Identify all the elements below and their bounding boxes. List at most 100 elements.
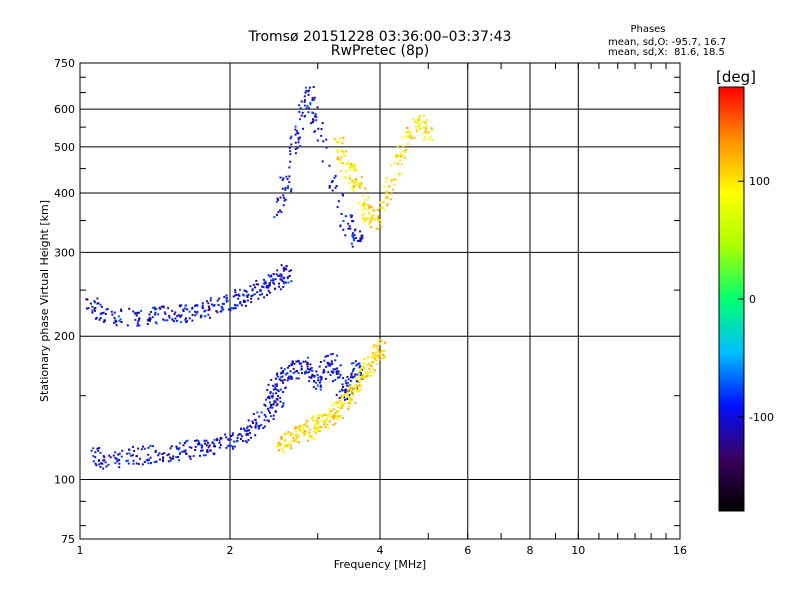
data-point — [418, 125, 420, 128]
data-point — [320, 134, 323, 137]
data-point — [250, 295, 253, 298]
data-point — [162, 306, 165, 309]
y-tick-label: 750 — [54, 57, 75, 70]
data-point — [99, 465, 102, 468]
data-point — [284, 188, 287, 191]
data-point — [347, 381, 349, 384]
data-point — [292, 436, 295, 439]
data-point — [178, 459, 181, 462]
data-point — [184, 449, 187, 452]
data-point — [249, 424, 252, 427]
data-point — [342, 194, 344, 197]
data-point — [96, 302, 99, 305]
data-point — [92, 455, 95, 457]
data-point — [343, 175, 346, 178]
data-point — [315, 431, 317, 434]
data-point — [97, 459, 100, 462]
data-point — [281, 447, 284, 450]
data-point — [422, 138, 425, 141]
data-point — [351, 390, 354, 393]
data-point — [326, 415, 329, 418]
data-point — [249, 285, 252, 288]
data-point — [335, 394, 338, 396]
data-point — [324, 355, 327, 358]
data-point — [85, 298, 88, 301]
data-point — [301, 111, 304, 114]
data-point — [139, 457, 141, 460]
data-point — [268, 420, 270, 423]
data-point — [275, 377, 277, 380]
data-point — [290, 188, 293, 191]
data-point — [267, 284, 270, 287]
data-point — [300, 100, 303, 103]
data-point — [338, 376, 341, 379]
data-point — [278, 378, 281, 381]
data-point — [309, 363, 312, 366]
data-point — [297, 377, 300, 380]
data-point — [186, 308, 189, 311]
data-point — [326, 424, 329, 427]
data-point — [337, 401, 340, 404]
data-point — [236, 437, 239, 439]
data-point — [276, 403, 279, 406]
data-point — [297, 136, 300, 139]
data-point — [348, 406, 350, 408]
data-point — [350, 389, 353, 392]
x-tick-label: 10 — [571, 544, 585, 557]
data-point — [344, 379, 347, 382]
data-point — [329, 353, 332, 356]
data-point — [388, 185, 391, 188]
data-point — [264, 282, 267, 285]
data-point — [353, 375, 356, 378]
data-point — [245, 427, 248, 430]
data-point — [305, 432, 308, 435]
data-point — [344, 215, 347, 218]
data-point — [308, 428, 311, 431]
data-point — [369, 371, 372, 374]
data-point — [275, 398, 278, 401]
data-point — [336, 367, 339, 370]
data-point — [296, 130, 298, 132]
data-point — [324, 377, 327, 380]
data-point — [269, 415, 272, 418]
data-point — [347, 395, 350, 398]
data-point — [270, 378, 273, 381]
data-point — [348, 400, 351, 403]
data-point — [364, 376, 367, 379]
data-point — [345, 382, 348, 385]
data-point — [339, 399, 342, 402]
data-point — [272, 388, 275, 391]
data-point — [160, 305, 163, 308]
data-point — [162, 318, 165, 321]
data-point — [259, 293, 262, 296]
y-tick-label: 200 — [54, 330, 75, 343]
data-point — [400, 163, 403, 166]
data-point — [318, 381, 321, 384]
data-point — [302, 429, 305, 432]
data-point — [345, 393, 348, 396]
data-point — [338, 137, 341, 140]
data-point — [328, 412, 331, 415]
data-point — [128, 452, 131, 455]
data-point — [416, 119, 419, 122]
data-point — [353, 164, 356, 167]
data-point — [377, 215, 380, 218]
data-point — [201, 449, 204, 452]
data-point — [114, 457, 117, 460]
data-point — [351, 165, 354, 168]
data-point — [294, 125, 297, 128]
data-point — [196, 304, 199, 307]
data-point — [272, 273, 275, 275]
data-point — [325, 365, 328, 368]
data-point — [184, 307, 187, 310]
data-point — [204, 309, 207, 312]
data-point — [196, 310, 199, 313]
data-point — [359, 365, 362, 367]
data-point — [353, 184, 356, 187]
data-point — [269, 406, 272, 409]
data-point — [132, 462, 135, 465]
data-point — [346, 398, 349, 400]
data-point — [272, 418, 275, 421]
data-point — [350, 372, 353, 375]
data-point — [114, 451, 117, 454]
